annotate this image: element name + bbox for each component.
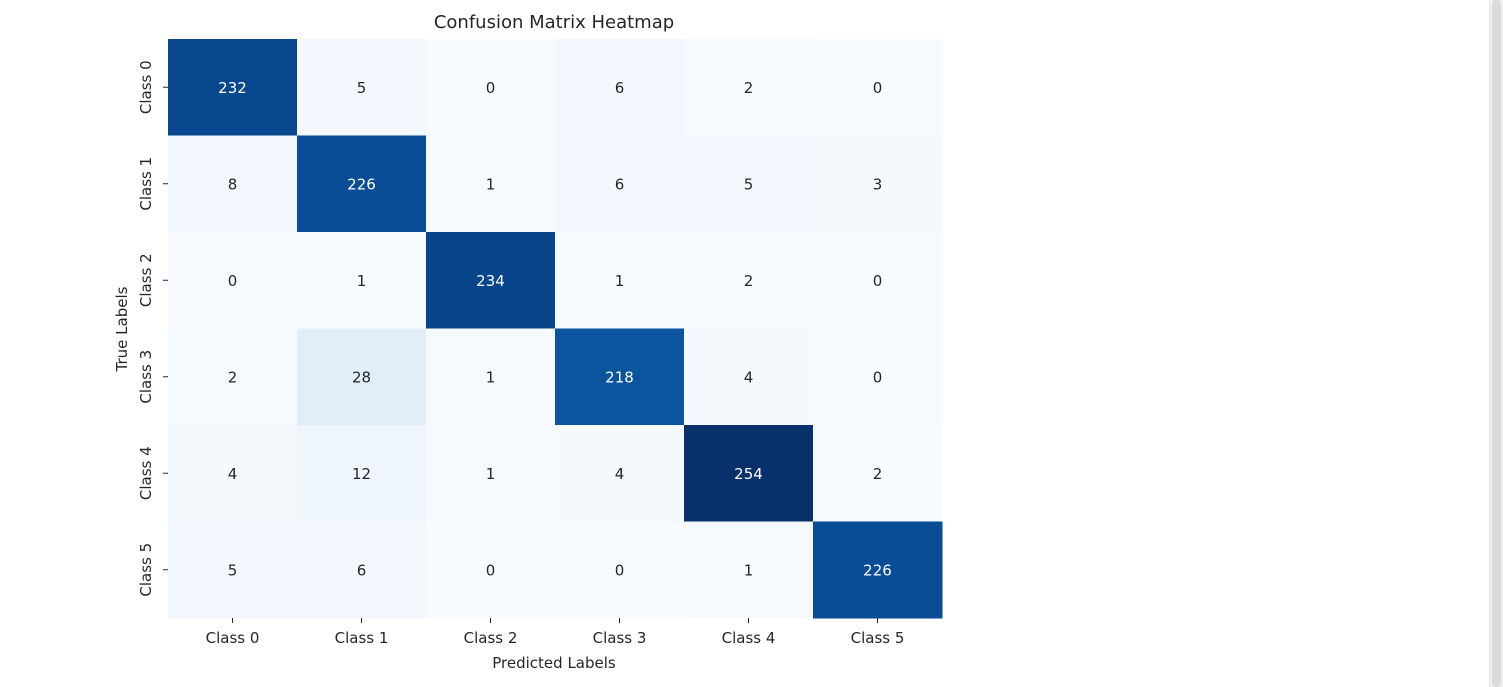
heatmap-cell-r2-c4 [684, 232, 814, 329]
y-tick-label-3: Class 3 [137, 350, 155, 404]
cell-value-r1-c5: 3 [873, 175, 883, 193]
cell-value-r2-c0: 0 [228, 272, 238, 290]
cell-value-r3-c3: 218 [605, 368, 634, 386]
heatmap-cells [168, 39, 943, 619]
heatmap-annotations: 232 5 0 6 2 08 226 1 6 5 30 1 234 1 2 02 28 1 218 4 04 12 1 4 25… [218, 79, 892, 580]
cell-value-r5-c0: 5 [228, 561, 238, 579]
cell-value-r3-c4: 4 [744, 368, 754, 386]
cell-value-r3-c2: 1 [486, 368, 496, 386]
cell-value-r1-c0: 8 [228, 175, 238, 193]
heatmap-cell-r0-c0 [168, 39, 298, 136]
heatmap-cell-r5-c0 [168, 521, 298, 619]
cell-value-r1-c1: 226 [347, 175, 376, 193]
y-axis-label: True Labels [113, 286, 131, 372]
y-tick-label-4: Class 4 [137, 446, 155, 500]
heatmap-cell-r1-c0 [168, 135, 298, 233]
cell-value-r4-c0: 4 [228, 465, 238, 483]
cell-value-r0-c2: 0 [486, 79, 496, 97]
heatmap-cell-r5-c2 [426, 521, 556, 619]
cell-value-r0-c0: 232 [218, 79, 247, 97]
heatmap-cell-r2-c2 [426, 232, 556, 329]
cell-value-r2-c2: 234 [476, 272, 505, 290]
heatmap-cell-r3-c4 [684, 328, 814, 426]
heatmap-cell-r4-c2 [426, 425, 556, 522]
cell-value-r0-c1: 5 [357, 79, 367, 97]
heatmap-cell-r2-c1 [297, 232, 427, 329]
x-tick-label-3: Class 3 [593, 629, 647, 647]
heatmap-cell-r3-c5 [813, 328, 943, 426]
heatmap-cell-r3-c3 [555, 328, 685, 426]
heatmap-cell-r4-c0 [168, 425, 298, 522]
cell-value-r4-c3: 4 [615, 465, 625, 483]
cell-value-r2-c5: 0 [873, 272, 883, 290]
cell-value-r0-c4: 2 [744, 79, 754, 97]
heatmap-cell-r5-c1 [297, 521, 427, 619]
cell-value-r5-c3: 0 [615, 561, 625, 579]
heatmap-cell-r4-c5 [813, 425, 943, 522]
y-tick-label-1: Class 1 [137, 157, 155, 211]
cell-value-r0-c3: 6 [615, 79, 625, 97]
heatmap-cell-r3-c2 [426, 328, 556, 426]
heatmap-cell-r0-c5 [813, 39, 943, 136]
heatmap-cell-r1-c5 [813, 135, 943, 233]
heatmap-cell-r0-c4 [684, 39, 814, 136]
x-tick-label-0: Class 0 [206, 629, 260, 647]
heatmap-cell-r1-c3 [555, 135, 685, 233]
heatmap-cell-r5-c3 [555, 521, 685, 619]
cell-value-r5-c2: 0 [486, 561, 496, 579]
x-axis: Class 0 Class 1 Class 2 Class 3 Class 4 Class… [206, 618, 905, 647]
heatmap-cell-r0-c2 [426, 39, 556, 136]
cell-value-r3-c0: 2 [228, 368, 238, 386]
heatmap-cell-r2-c0 [168, 232, 298, 329]
cell-value-r3-c5: 0 [873, 368, 883, 386]
heatmap-cell-r1-c2 [426, 135, 556, 233]
cell-value-r4-c4: 254 [734, 465, 763, 483]
heatmap-cell-r0-c1 [297, 39, 427, 136]
x-axis-label: Predicted Labels [492, 654, 616, 672]
cell-value-r5-c4: 1 [744, 561, 754, 579]
scrollbar-thumb[interactable] [1492, 0, 1501, 687]
heatmap-cell-r2-c3 [555, 232, 685, 329]
cell-value-r2-c4: 2 [744, 272, 754, 290]
heatmap-cell-r5-c5 [813, 521, 943, 619]
y-tick-label-2: Class 2 [137, 253, 155, 307]
y-tick-label-5: Class 5 [137, 543, 155, 597]
heatmap-cell-r2-c5 [813, 232, 943, 329]
heatmap-cell-r1-c4 [684, 135, 814, 233]
x-tick-label-5: Class 5 [851, 629, 905, 647]
x-tick-label-2: Class 2 [464, 629, 518, 647]
heatmap-cell-r0-c3 [555, 39, 685, 136]
cell-value-r1-c3: 6 [615, 175, 625, 193]
cell-value-r4-c2: 1 [486, 465, 496, 483]
heatmap-cell-r4-c3 [555, 425, 685, 522]
cell-value-r4-c5: 2 [873, 465, 883, 483]
cell-value-r5-c5: 226 [863, 561, 892, 579]
cell-value-r2-c1: 1 [357, 272, 367, 290]
x-tick-label-1: Class 1 [335, 629, 389, 647]
cell-value-r1-c4: 5 [744, 175, 754, 193]
heatmap-cell-r1-c1 [297, 135, 427, 233]
cell-value-r1-c2: 1 [486, 175, 496, 193]
chart-title: Confusion Matrix Heatmap [434, 12, 674, 33]
x-tick-label-4: Class 4 [722, 629, 776, 647]
cell-value-r4-c1: 12 [352, 465, 371, 483]
heatmap-cell-r4-c4 [684, 425, 814, 522]
heatmap-cell-r3-c0 [168, 328, 298, 426]
cell-value-r5-c1: 6 [357, 561, 367, 579]
cell-value-r2-c3: 1 [615, 272, 625, 290]
cell-value-r0-c5: 0 [873, 79, 883, 97]
vertical-scrollbar[interactable] [1489, 0, 1503, 687]
y-tick-label-0: Class 0 [137, 60, 155, 114]
heatmap-cell-r5-c4 [684, 521, 814, 619]
heatmap-cell-r4-c1 [297, 425, 427, 522]
y-axis: Class 0 Class 1 Class 2 Class 3 Class 4 Class… [137, 60, 168, 597]
heatmap-cell-r3-c1 [297, 328, 427, 426]
cell-value-r3-c1: 28 [352, 368, 371, 386]
